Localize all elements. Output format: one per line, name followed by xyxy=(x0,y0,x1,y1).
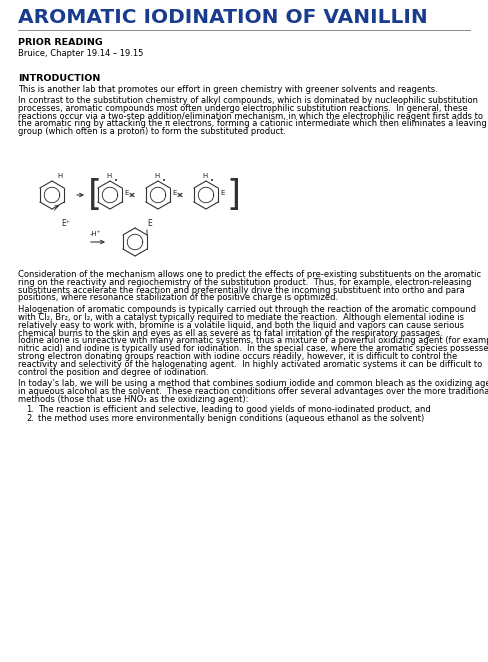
Text: substituents accelerate the reaction and preferentially drive the incoming subst: substituents accelerate the reaction and… xyxy=(18,285,465,295)
Text: ring on the reactivity and regiochemistry of the substitution product.  Thus, fo: ring on the reactivity and regiochemistr… xyxy=(18,278,471,287)
Text: INTRODUCTION: INTRODUCTION xyxy=(18,74,101,83)
Text: processes, aromatic compounds most often undergo electrophilic substitution reac: processes, aromatic compounds most often… xyxy=(18,104,468,113)
Text: In contrast to the substitution chemistry of alkyl compounds, which is dominated: In contrast to the substitution chemistr… xyxy=(18,96,478,105)
Text: AROMATIC IODINATION OF VANILLIN: AROMATIC IODINATION OF VANILLIN xyxy=(18,8,428,27)
Text: group (which often is a proton) to form the substituted product.: group (which often is a proton) to form … xyxy=(18,127,286,136)
Text: positions, where resonance stabilization of the positive charge is optimized.: positions, where resonance stabilization… xyxy=(18,293,338,303)
Text: relatively easy to work with, bromine is a volatile liquid, and both the liquid : relatively easy to work with, bromine is… xyxy=(18,321,464,330)
Text: with Cl₂, Br₂, or I₂, with a catalyst typically required to mediate the reaction: with Cl₂, Br₂, or I₂, with a catalyst ty… xyxy=(18,313,464,322)
Text: the method uses more environmentally benign conditions (aqueous ethanol as the s: the method uses more environmentally ben… xyxy=(38,414,424,422)
Text: methods (those that use HNO₃ as the oxidizing agent):: methods (those that use HNO₃ as the oxid… xyxy=(18,395,248,404)
Text: •: • xyxy=(114,178,118,184)
Text: reactions occur via a two-step addition/elimination mechanism, in which the elec: reactions occur via a two-step addition/… xyxy=(18,112,483,120)
Text: E: E xyxy=(147,219,152,228)
Text: H: H xyxy=(106,173,111,179)
Text: Iodine alone is unreactive with many aromatic systems, thus a mixture of a power: Iodine alone is unreactive with many aro… xyxy=(18,336,488,346)
Text: the aromatic ring by attacking the π electrons, forming a cationic intermediate : the aromatic ring by attacking the π ele… xyxy=(18,119,487,128)
Text: E: E xyxy=(220,190,224,196)
Text: H: H xyxy=(154,173,159,179)
Text: PRIOR READING: PRIOR READING xyxy=(18,38,103,47)
Text: In today’s lab, we will be using a method that combines sodium iodide and common: In today’s lab, we will be using a metho… xyxy=(18,379,488,389)
Text: H: H xyxy=(202,173,207,179)
Text: control the position and degree of iodination.: control the position and degree of iodin… xyxy=(18,367,209,377)
Text: reactivity and selectivity of the halogenating agent.  In highly activated aroma: reactivity and selectivity of the haloge… xyxy=(18,360,482,369)
Text: H: H xyxy=(58,173,62,179)
Text: E: E xyxy=(124,190,128,196)
Text: Halogenation of aromatic compounds is typically carried out through the reaction: Halogenation of aromatic compounds is ty… xyxy=(18,305,476,314)
Text: Consideration of the mechanism allows one to predict the effects of pre-existing: Consideration of the mechanism allows on… xyxy=(18,270,481,279)
Text: 2.: 2. xyxy=(26,414,34,422)
Text: The reaction is efficient and selective, leading to good yields of mono-iodinate: The reaction is efficient and selective,… xyxy=(38,404,431,414)
Text: ]: ] xyxy=(226,178,240,212)
Text: E⁺: E⁺ xyxy=(61,219,70,228)
Text: 1.: 1. xyxy=(26,404,34,414)
Text: E: E xyxy=(172,190,176,196)
Text: nitric acid) and iodine is typically used for iodination.  In the special case, : nitric acid) and iodine is typically use… xyxy=(18,344,488,354)
Text: Bruice, Chapter 19.14 – 19.15: Bruice, Chapter 19.14 – 19.15 xyxy=(18,49,143,58)
Text: -H⁺: -H⁺ xyxy=(89,231,101,237)
Text: strong electron donating groups reaction with iodine occurs readily, however, it: strong electron donating groups reaction… xyxy=(18,352,457,361)
Text: This is another lab that promotes our effort in green chemistry with greener sol: This is another lab that promotes our ef… xyxy=(18,85,438,94)
Text: in aqueous alcohol as the solvent.  These reaction conditions offer several adva: in aqueous alcohol as the solvent. These… xyxy=(18,387,488,396)
Text: chemical burns to the skin and eyes as ell as severe as to fatal irritation of t: chemical burns to the skin and eyes as e… xyxy=(18,328,443,338)
Text: •: • xyxy=(162,178,166,184)
Text: [: [ xyxy=(88,178,102,212)
Text: •: • xyxy=(210,178,214,184)
